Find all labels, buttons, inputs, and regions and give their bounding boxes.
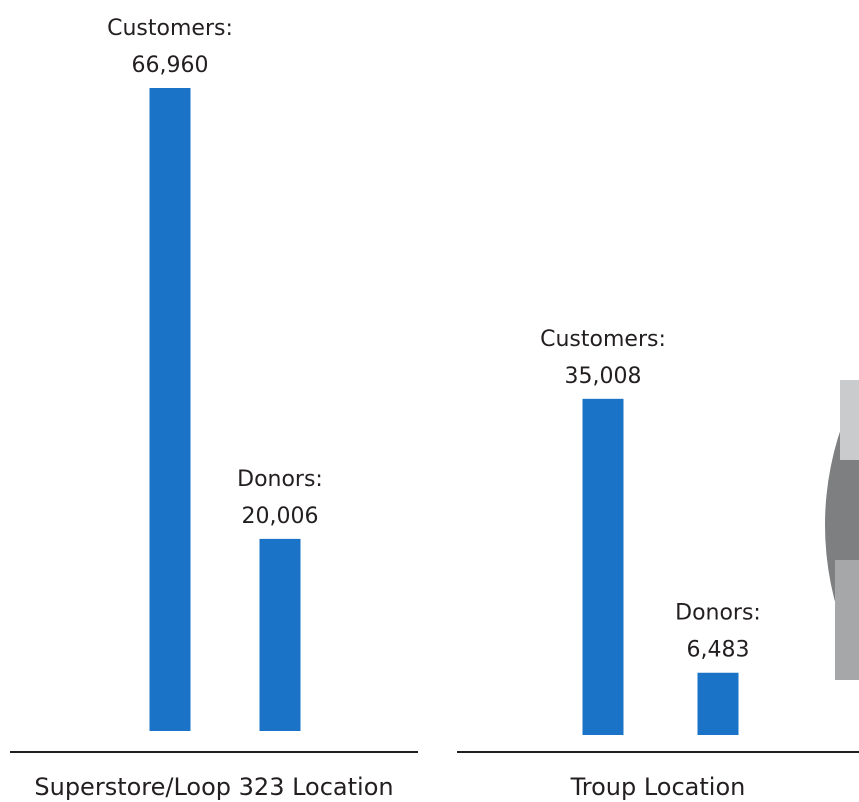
bar: [149, 88, 191, 731]
bar: [259, 538, 301, 731]
photo: [825, 380, 859, 680]
value-label: 20,006: [242, 504, 319, 529]
category-label: Troup Location: [570, 773, 746, 801]
series-label: Donors:: [237, 467, 323, 492]
series-label: Donors:: [675, 601, 761, 626]
bar: [582, 398, 624, 735]
category-label: Superstore/Loop 323 Location: [34, 773, 393, 801]
series-label: Customers:: [540, 327, 666, 352]
value-label: 35,008: [565, 364, 642, 389]
bar: [697, 672, 739, 735]
value-label: 66,960: [132, 53, 209, 78]
value-label: 6,483: [687, 638, 750, 663]
series-label: Customers:: [107, 16, 233, 41]
